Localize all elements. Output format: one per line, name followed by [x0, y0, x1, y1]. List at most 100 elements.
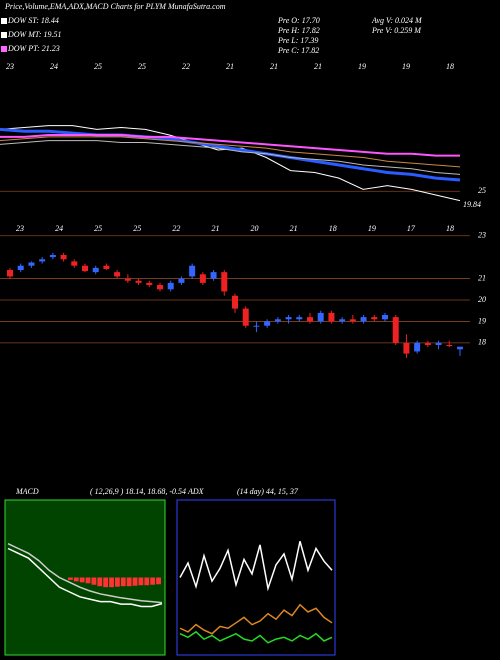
dow-st: DOW ST: 18.44: [7, 16, 59, 25]
dow-pt: DOW PT: 21.23: [7, 44, 60, 53]
histogram-bar: [68, 577, 73, 580]
x-date-label: 21: [314, 62, 322, 71]
candle-body: [457, 346, 463, 350]
candle-body: [199, 274, 206, 283]
histogram-bar: [115, 577, 120, 587]
candle-body: [82, 265, 88, 272]
x-date-label: 18: [329, 224, 337, 233]
candle-body: [382, 315, 388, 320]
panel-subtitle: (14 day) 44, 15, 37: [237, 487, 299, 496]
x-date-label: 18: [446, 224, 454, 233]
candle-body: [92, 267, 99, 273]
candle-body: [264, 321, 271, 326]
x-date-label: 18: [446, 62, 454, 71]
pre-volume: Pre V: 0.259 M: [371, 26, 422, 35]
candle-body: [124, 278, 131, 281]
y-tick-label: 23: [478, 231, 486, 240]
line-minus-di: [179, 603, 333, 635]
histogram-bar: [150, 577, 156, 585]
panel-subtitle: ( 12,26,9 ) 18.14, 18.68, -0.54: [90, 487, 186, 496]
candle-body: [178, 278, 185, 283]
candle-body: [49, 255, 56, 258]
candle-body: [103, 265, 110, 269]
x-date-label: 24: [50, 62, 58, 71]
candle-body: [360, 317, 367, 322]
x-date-label: 25: [133, 224, 141, 233]
line-ema-short: [0, 127, 461, 182]
legend-swatch: [1, 32, 7, 38]
legend-swatch: [1, 18, 7, 24]
line-ema-long: [0, 136, 461, 168]
histogram-bar: [109, 577, 114, 588]
histogram-bar: [103, 577, 109, 588]
y-tick-label: 25: [478, 186, 486, 195]
line-adx: [179, 541, 333, 592]
line-ema-mid: [0, 140, 461, 175]
page-title: Price,Volume,EMA,ADX,MACD Charts for PLY…: [4, 2, 226, 11]
y-tick-label: 19: [478, 316, 486, 325]
candle-body: [435, 342, 442, 345]
pre-high: Pre H: 17.82: [277, 26, 320, 35]
histogram-bar: [138, 577, 144, 586]
candle-body: [446, 345, 453, 347]
x-date-label: 24: [55, 224, 63, 233]
x-date-label: 19: [358, 62, 366, 71]
candle-body: [424, 342, 431, 345]
line-plus-di: [179, 630, 333, 644]
adx-panel: [176, 499, 336, 656]
y-tick-label: 20: [478, 295, 486, 304]
x-date-label: 19: [368, 224, 376, 233]
candle-body: [221, 272, 228, 292]
candle-body: [339, 319, 346, 322]
legend-swatch: [1, 46, 7, 52]
annotation: 19.84: [463, 200, 481, 209]
candle-body: [28, 262, 35, 266]
candle-body: [60, 255, 67, 260]
x-date-label: 21: [270, 62, 278, 71]
x-date-label: 21: [226, 62, 234, 71]
line-ema-pt: [0, 134, 460, 157]
candle-body: [210, 272, 217, 279]
candle-body: [114, 272, 121, 277]
candle-body: [317, 312, 324, 322]
candle-body: [242, 308, 249, 326]
candle-body: [157, 285, 163, 290]
candle-body: [285, 317, 292, 320]
avg-volume: Avg V: 0.024 M: [371, 16, 423, 25]
candle-body: [71, 261, 78, 266]
candle-body: [253, 325, 260, 327]
candle-body: [39, 259, 46, 262]
histogram-bar: [91, 577, 97, 585]
y-tick-label: 21: [478, 273, 486, 282]
candle-body: [392, 317, 399, 343]
histogram-bar: [156, 577, 161, 585]
candle-body: [274, 319, 281, 322]
x-date-label: 23: [6, 62, 14, 71]
dow-mt: DOW MT: 19.51: [7, 30, 62, 39]
histogram-bar: [73, 577, 79, 582]
candle-body: [414, 342, 421, 352]
histogram-bar: [126, 577, 132, 587]
histogram-bar: [85, 577, 91, 584]
candle-body: [307, 317, 313, 322]
x-date-label: 19: [402, 62, 410, 71]
macd-panel: [4, 499, 166, 656]
histogram-bar: [132, 577, 138, 586]
candle-body: [7, 270, 13, 277]
y-tick-label: 18: [478, 338, 486, 347]
x-date-label: 23: [16, 224, 24, 233]
line-macd: [7, 547, 163, 608]
candle-body: [328, 312, 335, 322]
pre-close: Pre C: 17.82: [277, 46, 319, 55]
candle-body: [403, 342, 410, 354]
candle-body: [371, 317, 378, 320]
candle-body: [232, 295, 238, 309]
histogram-bar: [79, 577, 85, 583]
x-date-label: 17: [407, 224, 416, 233]
histogram-bar: [120, 577, 126, 587]
pre-low: Pre L: 17.39: [277, 36, 318, 45]
candle-body: [349, 319, 356, 322]
candle-body: [135, 280, 142, 283]
x-date-label: 22: [182, 62, 190, 71]
